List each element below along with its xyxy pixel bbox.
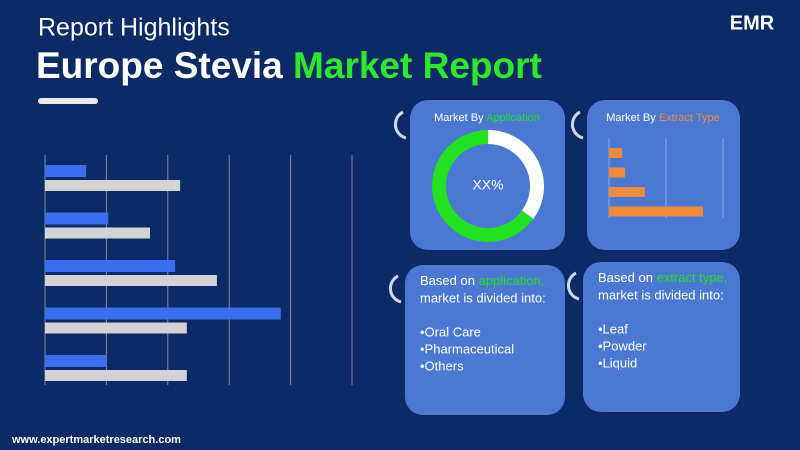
bar: [609, 206, 704, 217]
list-item: •Powder: [598, 338, 647, 353]
title-main: Europe Stevia: [36, 45, 283, 86]
title-prefix: Market By: [434, 112, 484, 124]
list-item: •Oral Care: [420, 324, 481, 339]
title-highlight: Application: [486, 112, 540, 124]
bar: [45, 180, 181, 191]
arrow: [388, 274, 402, 304]
list-item: •Others: [420, 358, 464, 373]
donut-slice: [432, 130, 534, 242]
lead-prefix: Based on: [598, 270, 653, 285]
lead: Based on application,: [420, 273, 544, 288]
bar: [45, 165, 87, 177]
list-item: •Pharmaceutical: [420, 341, 514, 356]
lead-highlight: application,: [479, 273, 545, 288]
title-highlight: Market Report: [293, 45, 542, 86]
chart-title: Market By Application: [434, 112, 540, 124]
list-item: •Liquid: [598, 355, 637, 370]
lead-line: market is divided into:: [420, 290, 546, 305]
chart-title: Market By Extract Type: [606, 112, 720, 124]
lead-prefix: Based on: [420, 273, 475, 288]
bar: [45, 307, 281, 320]
lead: Based on extract type,: [598, 270, 727, 285]
bar: [609, 148, 623, 158]
donut-slice: [487, 130, 544, 219]
bar: [45, 275, 217, 286]
panel: [583, 262, 740, 412]
title: Europe Stevia Market Report: [36, 45, 542, 86]
title-prefix: Market By: [606, 112, 656, 124]
bar: [45, 355, 107, 367]
lead-highlight: extract type,: [657, 270, 728, 285]
center-label: XX%: [472, 177, 503, 193]
underline: [38, 98, 98, 104]
bar: [609, 187, 645, 197]
title-highlight: Extract Type: [659, 112, 720, 124]
footer: www.expertmarketresearch.com: [11, 434, 181, 446]
bar: [45, 370, 187, 381]
subtitle: Report Highlights: [38, 14, 230, 42]
bar: [45, 212, 109, 225]
bar: [45, 227, 150, 239]
arrows: [388, 110, 584, 304]
arrow: [566, 271, 580, 301]
arrow: [393, 110, 407, 140]
bar: [45, 322, 187, 334]
logo: EMR: [730, 12, 775, 34]
bar: [609, 167, 625, 178]
bar: [45, 260, 176, 272]
panel: [405, 265, 565, 415]
list-item: •Leaf: [598, 321, 628, 336]
lead-line: market is divided into:: [598, 287, 724, 302]
arrow: [570, 110, 584, 140]
